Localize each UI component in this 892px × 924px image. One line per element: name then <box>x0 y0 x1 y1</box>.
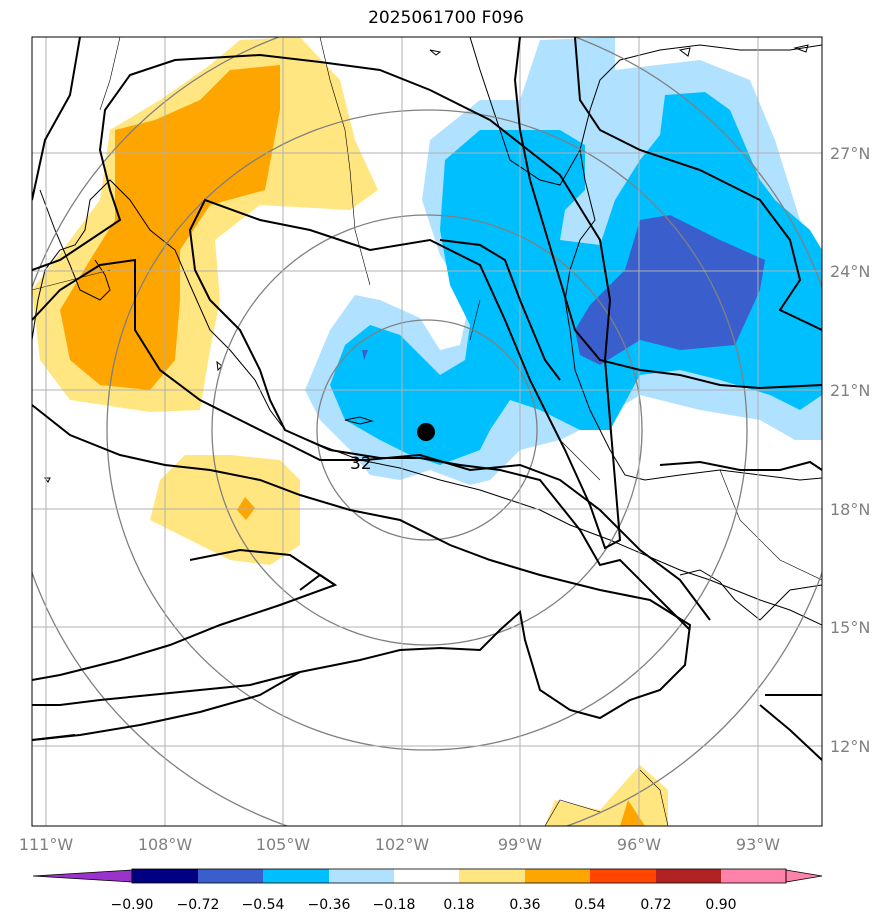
longitude-labels: 111°W 108°W 105°W 102°W 99°W 96°W 93°W <box>19 835 780 854</box>
storm-center-marker <box>417 423 435 441</box>
positive-anomaly-region-s <box>545 765 668 826</box>
range-ring-3 <box>106 109 748 751</box>
range-ring-1 <box>316 319 538 541</box>
colorbar-bin-pos054 <box>590 869 656 883</box>
negative-anomaly-region <box>330 92 822 465</box>
contour-label: 32 <box>350 454 372 474</box>
contour-h <box>513 37 822 390</box>
colorbar-bin-neg090 <box>132 869 198 883</box>
colorbar-tick-2: −0.54 <box>242 897 285 913</box>
lon-label-96w: 96°W <box>617 835 661 854</box>
lon-label-93w: 93°W <box>736 835 780 854</box>
gulf-coastline <box>469 37 822 186</box>
latitude-labels: 27°N 24°N 21°N 18°N 15°N 12°N <box>830 144 870 756</box>
yucatan-coast <box>679 569 822 621</box>
contour-b <box>32 53 691 631</box>
lat-label-18n: 18°N <box>830 500 870 519</box>
colorbar-tick-6: 0.36 <box>509 897 540 913</box>
contour-d <box>32 258 711 621</box>
contour-e <box>32 404 692 720</box>
colorbar-tick-8: 0.72 <box>640 897 671 913</box>
colorbar-tick-9: 0.90 <box>705 897 736 913</box>
lat-label-27n: 27°N <box>830 144 870 163</box>
colorbar-extend-high <box>785 869 823 883</box>
lon-label-102w: 102°W <box>375 835 430 854</box>
lat-label-15n: 15°N <box>830 618 870 637</box>
map-title: 2025061700 F096 <box>368 8 524 28</box>
colorbar: −0.90 −0.72 −0.54 −0.36 −0.18 0.18 0.36 … <box>32 868 823 913</box>
colorbar-extend-low <box>32 869 133 883</box>
colorbar-tick-3: −0.36 <box>308 897 351 913</box>
lon-label-99w: 99°W <box>498 835 542 854</box>
range-rings <box>32 37 822 826</box>
contour-c <box>574 37 822 331</box>
colorbar-bin-neg036 <box>329 869 394 883</box>
lat-label-21n: 21°N <box>830 381 870 400</box>
lat-label-12n: 12°N <box>830 737 870 756</box>
lon-label-111w: 111°W <box>19 835 74 854</box>
map-frame <box>31 36 823 827</box>
state-borders <box>32 37 822 826</box>
strong-negative-dot <box>362 350 368 360</box>
contour-a <box>32 37 81 201</box>
baja-coast <box>39 189 111 301</box>
colorbar-frame <box>131 868 787 884</box>
colorbar-bin-pos018 <box>459 869 525 883</box>
lon-label-105w: 105°W <box>256 835 311 854</box>
colorbar-bin-pos090 <box>721 869 786 883</box>
strong-negative-region <box>575 215 765 365</box>
colorbar-bin-neutral <box>394 869 459 883</box>
colorbar-bin-pos072 <box>656 869 721 883</box>
contour-i <box>439 239 561 381</box>
lat-label-24n: 24°N <box>830 262 870 281</box>
strong-positive-region-nw <box>60 65 280 390</box>
shading <box>32 37 822 826</box>
range-ring-2 <box>211 214 643 646</box>
map-area: 32 <box>32 37 822 826</box>
colorbar-bin-neg054 <box>263 869 329 883</box>
contour-j <box>759 694 822 761</box>
gulf-west-coast <box>564 149 822 481</box>
contour-l <box>32 573 338 741</box>
positive-anomaly-region-sw <box>150 455 300 565</box>
colorbar-tick-7: 0.54 <box>574 897 605 913</box>
colorbar-bin-pos036 <box>525 869 590 883</box>
colorbar-tick-5: 0.18 <box>443 897 474 913</box>
contours <box>32 37 822 761</box>
colorbar-tick-0: −0.90 <box>111 897 154 913</box>
colorbar-tick-1: −0.72 <box>177 897 220 913</box>
colorbar-tick-4: −0.18 <box>373 897 416 913</box>
contour-g <box>659 460 822 471</box>
lon-label-108w: 108°W <box>138 835 193 854</box>
islands <box>44 44 809 483</box>
colorbar-bin-neg072 <box>198 869 263 883</box>
coastlines <box>32 37 822 826</box>
